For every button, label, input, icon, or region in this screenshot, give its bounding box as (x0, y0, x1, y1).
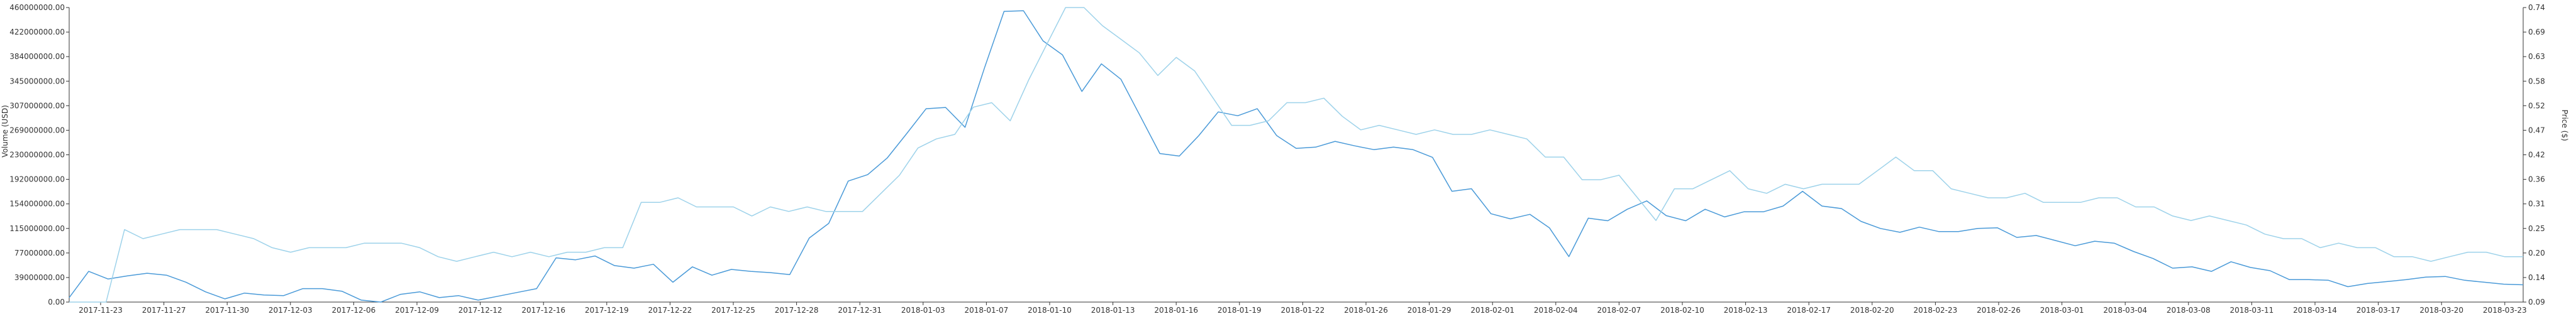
y-left-tick-label: 384000000.00 (9, 52, 65, 61)
y-left-tick-label: 345000000.00 (9, 77, 65, 85)
series-group (69, 7, 2524, 303)
y-right-tick-label: 0.14 (2528, 273, 2545, 282)
x-tick-label: 2018-03-08 (2167, 306, 2211, 314)
x-tick-label: 2018-01-16 (1154, 306, 1198, 314)
y-left-tick-label: 192000000.00 (9, 175, 65, 184)
x-tick-label: 2018-01-03 (901, 306, 945, 314)
x-tick-label: 2018-02-10 (1660, 306, 1704, 314)
x-tick-label: 2018-03-23 (2483, 306, 2527, 314)
x-tick-label: 2017-12-03 (269, 306, 313, 314)
y-right-tick-label: 0.42 (2528, 151, 2545, 160)
y-left-tick-label: 269000000.00 (9, 126, 65, 134)
x-tick-label: 2017-12-31 (838, 306, 882, 314)
y-right-tick-label: 0.20 (2528, 249, 2545, 257)
y-right-tick-label: 0.31 (2528, 200, 2545, 208)
x-tick-label: 2018-02-07 (1597, 306, 1641, 314)
x-tick-label: 2018-01-26 (1344, 306, 1388, 314)
x-tick-label: 2017-12-22 (648, 306, 692, 314)
x-tick-label: 2017-11-27 (142, 306, 186, 314)
x-tick-label: 2018-03-20 (2419, 306, 2463, 314)
axes-group: 0.00 39000000.00 77000000.00 115000000.00 15… (1, 3, 2569, 314)
x-tick-label: 2018-01-29 (1407, 306, 1452, 314)
y-left-tick-label: 230000000.00 (9, 151, 65, 160)
y-left-tick-label: 39000000.00 (14, 273, 65, 282)
y-left-tick-label: 77000000.00 (14, 249, 65, 257)
y-right-tick-label: 0.74 (2528, 3, 2545, 12)
y-right-tick-label: 0.25 (2528, 224, 2545, 233)
y-right-tick-label: 0.47 (2528, 126, 2545, 134)
x-tick-label: 2017-11-30 (205, 306, 249, 314)
x-tick-label: 2018-02-17 (1787, 306, 1831, 314)
x-tick-label: 2017-12-06 (332, 306, 376, 314)
x-tick-label: 2018-03-17 (2357, 306, 2401, 314)
x-tick-label: 2017-11-23 (79, 306, 123, 314)
y-right-tick-label: 0.58 (2528, 77, 2545, 85)
volume-series-line (69, 10, 2524, 303)
y-right-axis-title: Price ($) (2560, 110, 2569, 141)
y-right-tick-label: 0.09 (2528, 298, 2545, 306)
x-tick-label: 2018-02-01 (1470, 306, 1514, 314)
x-tick-label: 2018-02-23 (1914, 306, 1958, 314)
x-tick-label: 2018-02-13 (1724, 306, 1768, 314)
x-tick-label: 2018-03-01 (2040, 306, 2084, 314)
y-right-tick-label: 0.63 (2528, 52, 2545, 61)
x-tick-label: 2018-01-10 (1028, 306, 1072, 314)
x-tick-label: 2018-03-11 (2230, 306, 2274, 314)
x-tick-label: 2018-01-22 (1281, 306, 1325, 314)
y-left-tick-label: 0.00 (48, 298, 65, 306)
price-series-line (69, 7, 2523, 303)
y-left-tick-label: 460000000.00 (9, 3, 65, 12)
x-tick-label: 2017-12-28 (775, 306, 819, 314)
x-tick-label: 2018-01-13 (1091, 306, 1135, 314)
y-left-tick-label: 115000000.00 (9, 224, 65, 233)
y-left-tick-label: 307000000.00 (9, 101, 65, 110)
x-tick-label: 2018-03-04 (2103, 306, 2147, 314)
x-tick-label: 2018-01-07 (965, 306, 1009, 314)
y-right-tick-label: 0.52 (2528, 101, 2545, 110)
x-tick-label: 2018-02-20 (1850, 306, 1894, 314)
x-tick-label: 2018-02-26 (1977, 306, 2021, 314)
y-left-tick-label: 154000000.00 (9, 200, 65, 208)
x-tick-label: 2017-12-16 (521, 306, 565, 314)
x-tick-label: 2017-12-12 (458, 306, 502, 314)
x-tick-label: 2018-02-04 (1534, 306, 1578, 314)
x-tick-label: 2017-12-19 (585, 306, 629, 314)
x-tick-label: 2018-03-14 (2293, 306, 2337, 314)
y-right-tick-label: 0.69 (2528, 28, 2545, 36)
y-left-tick-label: 422000000.00 (9, 28, 65, 36)
x-tick-label: 2018-01-19 (1218, 306, 1262, 314)
y-left-axis-title: Volume (USD) (1, 105, 9, 157)
y-right-tick-label: 0.36 (2528, 175, 2545, 184)
x-tick-label: 2017-12-09 (395, 306, 439, 314)
x-tick-label: 2017-12-25 (711, 306, 755, 314)
